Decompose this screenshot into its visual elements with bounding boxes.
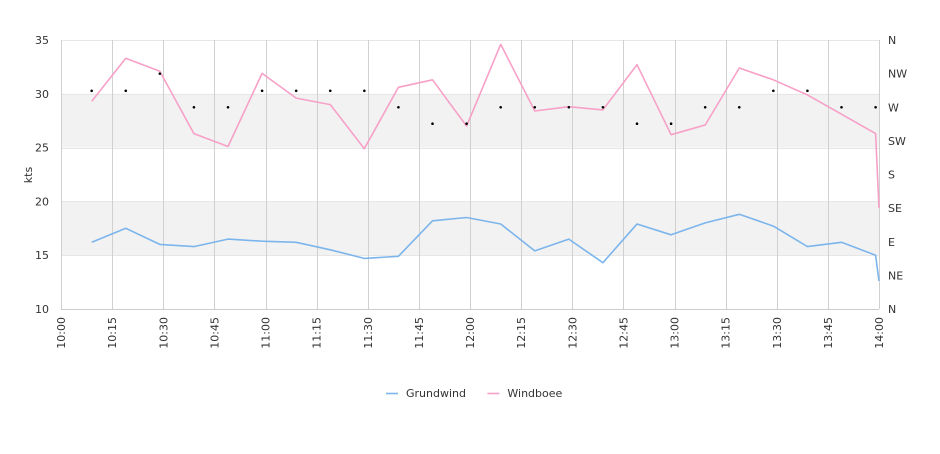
right-tick-label: S: [888, 169, 895, 182]
x-tick-label: 12:30: [566, 317, 579, 349]
right-tick-label: NW: [888, 68, 907, 81]
direction-point: [840, 105, 843, 109]
x-tick-label: 12:15: [515, 317, 528, 349]
y-tick-label: 35: [35, 34, 49, 47]
x-tick-label: 13:00: [669, 317, 682, 349]
x-tick-label: 13:45: [822, 317, 835, 349]
legend-label: Grundwind: [406, 387, 466, 400]
y-tick-label: 15: [35, 249, 49, 262]
direction-point: [328, 89, 332, 93]
direction-point: [363, 89, 366, 93]
direction-point: [703, 105, 707, 109]
direction-point: [772, 89, 775, 93]
x-axis-tick-labels: 10:00 10:15 10:30 10:45 11:00 11:15 11:30 11:45…: [55, 317, 886, 349]
direction-point: [260, 89, 264, 93]
direction-point: [465, 122, 468, 125]
x-tick-label: 13:30: [771, 317, 784, 349]
direction-point: [90, 89, 93, 93]
x-tick-label: 10:30: [157, 317, 170, 349]
direction-point: [874, 105, 877, 109]
direction-point: [192, 105, 196, 109]
direction-point: [806, 89, 809, 93]
direction-point: [397, 105, 400, 109]
direction-point: [294, 89, 298, 93]
direction-point: [669, 122, 673, 125]
y-tick-label: 25: [35, 142, 49, 155]
legend-item-windboee[interactable]: Windboee: [487, 387, 563, 400]
direction-point: [601, 105, 605, 109]
x-tick-label: 11:15: [311, 317, 324, 349]
right-tick-label: N: [888, 34, 896, 47]
x-tick-label: 13:15: [720, 317, 733, 349]
x-tick-label: 10:00: [55, 317, 68, 349]
right-tick-label: NE: [888, 269, 903, 282]
legend[interactable]: Grundwind Windboee: [386, 387, 563, 400]
right-axis-tick-labels: N NE E SE S SW W NW N: [888, 34, 907, 316]
y-axis-title: kts: [22, 167, 35, 184]
right-tick-label: E: [888, 236, 895, 249]
direction-point: [158, 72, 162, 75]
x-tick-label: 10:15: [106, 317, 119, 349]
direction-point: [567, 105, 571, 109]
x-tick-label: 11:00: [260, 317, 273, 349]
left-axis-tick-labels: 10 15 20 25 30 35: [35, 34, 49, 316]
x-tick-label: 11:30: [362, 317, 375, 349]
y-tick-label: 20: [35, 195, 49, 208]
right-tick-label: SE: [888, 202, 902, 215]
x-tick-label: 12:00: [464, 317, 477, 349]
direction-point: [124, 89, 128, 93]
y-tick-label: 30: [35, 88, 49, 101]
direction-point: [431, 122, 434, 125]
series-line-windboee: [91, 43, 880, 208]
direction-point: [499, 105, 502, 109]
y-tick-label: 10: [35, 303, 49, 316]
legend-label: Windboee: [507, 387, 562, 400]
grid-lines: [61, 40, 880, 310]
x-tick-label: 12:45: [617, 317, 630, 349]
direction-point: [635, 122, 639, 125]
x-tick-label: 10:45: [208, 317, 221, 349]
series-lines: [91, 43, 880, 282]
right-tick-label: SW: [888, 135, 906, 148]
direction-point: [533, 105, 537, 109]
right-tick-label: N: [888, 303, 896, 316]
direction-point: [737, 105, 741, 109]
series-line-grundwind: [91, 213, 880, 282]
right-tick-label: W: [888, 101, 899, 114]
legend-item-grundwind[interactable]: Grundwind: [386, 387, 466, 400]
direction-markers: [90, 72, 877, 125]
x-tick-label: 11:45: [413, 317, 426, 349]
direction-point: [226, 105, 230, 109]
x-tick-label: 14:00: [873, 317, 886, 349]
